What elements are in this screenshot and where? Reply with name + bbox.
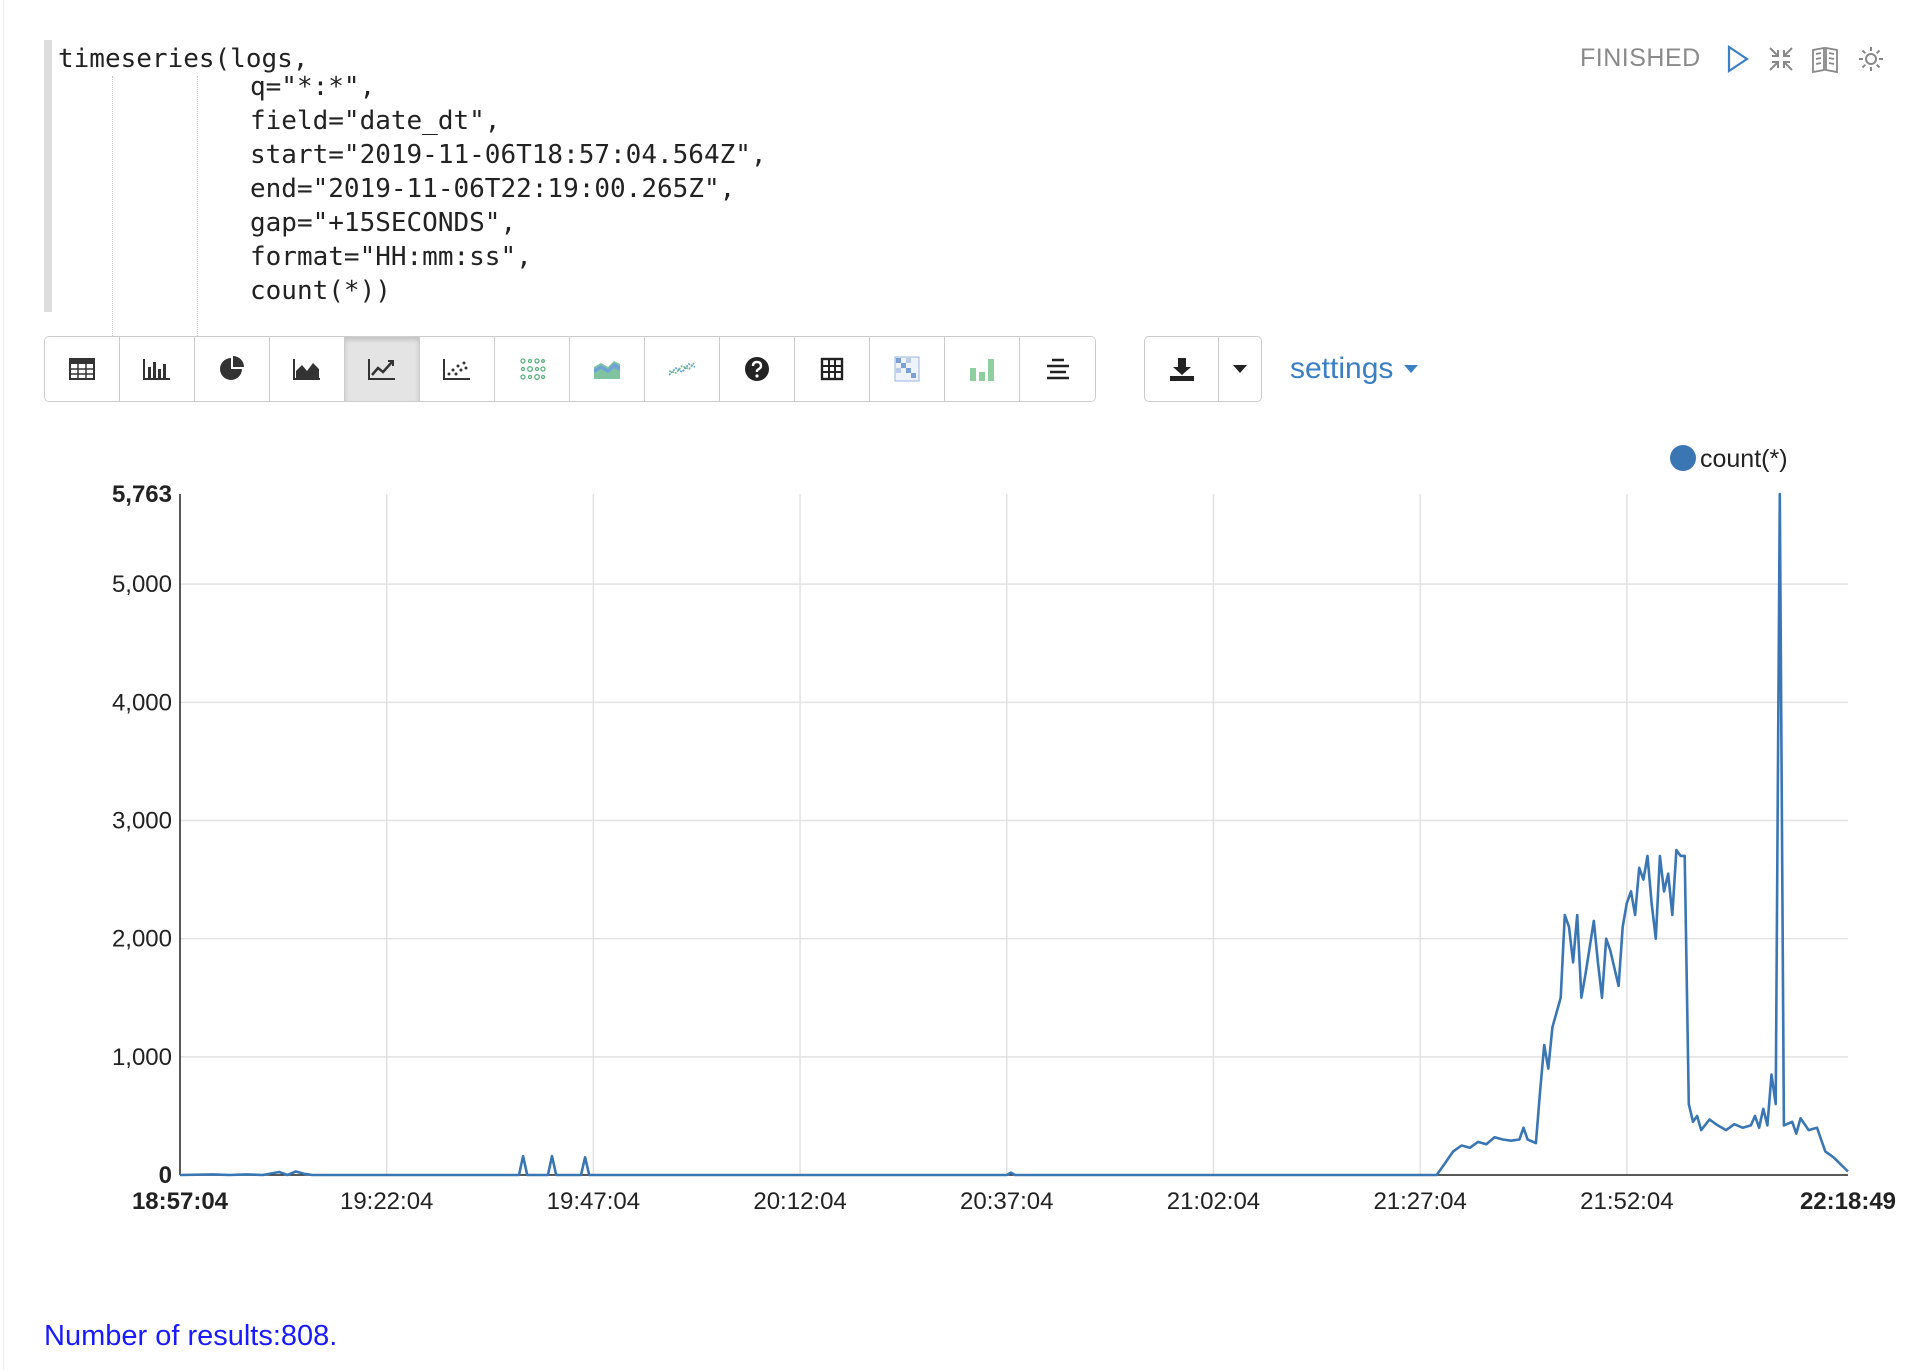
- grid-button[interactable]: [795, 337, 870, 401]
- x-tick-label: 22:18:49: [1800, 1188, 1896, 1215]
- bubble-chart-button[interactable]: [495, 337, 570, 401]
- x-tick-label: 21:27:04: [1373, 1188, 1466, 1215]
- area-chart-icon: [293, 359, 320, 380]
- multi-line-button[interactable]: [645, 337, 720, 401]
- align-button[interactable]: [1020, 337, 1095, 401]
- scatter-icon: [443, 359, 470, 380]
- download-button-group: [1144, 336, 1262, 402]
- y-tick-label: 5,763: [112, 481, 172, 508]
- grid-icon: [820, 357, 844, 381]
- bar-chart-icon: [143, 359, 170, 380]
- results-summary: Number of results:808.: [44, 1320, 337, 1353]
- run-icon[interactable]: [1722, 44, 1752, 74]
- code-line: q="*:*",: [250, 72, 376, 102]
- code-line: timeseries(logs,: [58, 44, 309, 74]
- results-count: 808.: [280, 1320, 338, 1352]
- code-line: start="2019-11-06T18:57:04.564Z",: [250, 140, 767, 170]
- scatter-chart-button[interactable]: [420, 337, 495, 401]
- histogram-button[interactable]: [945, 337, 1020, 401]
- download-dropdown-button[interactable]: [1219, 337, 1261, 401]
- gear-icon[interactable]: [1856, 44, 1886, 74]
- align-icon: [1046, 358, 1069, 380]
- heatmap-button[interactable]: [870, 337, 945, 401]
- y-tick-label: 5,000: [112, 571, 172, 598]
- table-icon: [69, 358, 95, 380]
- settings-dropdown[interactable]: settings: [1290, 352, 1419, 386]
- results-label: Number of results:: [44, 1320, 281, 1352]
- series-line-count: [179, 492, 1849, 1177]
- y-tick-label: 4,000: [112, 689, 172, 716]
- code-line: count(*)): [250, 276, 391, 306]
- code-line: field="date_dt",: [250, 106, 501, 136]
- settings-label: settings: [1290, 352, 1394, 385]
- y-tick-label: 2,000: [112, 926, 172, 953]
- chevron-down-icon: [1233, 365, 1247, 373]
- download-button[interactable]: [1145, 337, 1219, 401]
- area-chart-button[interactable]: [270, 337, 345, 401]
- status-label: FINISHED: [1580, 44, 1701, 72]
- code-line: format="HH:mm:ss",: [250, 242, 532, 272]
- histogram-icon: [970, 359, 994, 381]
- bar-chart-button[interactable]: [120, 337, 195, 401]
- help-button[interactable]: [720, 337, 795, 401]
- legend-marker: [1670, 445, 1696, 471]
- legend-label: count(*): [1700, 445, 1788, 473]
- caret-down-icon: [1404, 365, 1419, 373]
- visualization-toolbar: [44, 336, 1096, 402]
- indent-guide: [197, 76, 198, 348]
- y-tick-label: 1,000: [112, 1044, 172, 1071]
- x-tick-label: 19:22:04: [340, 1188, 433, 1215]
- line-chart-icon: [368, 359, 395, 380]
- x-tick-label: 20:12:04: [753, 1188, 846, 1215]
- x-tick-label: 21:02:04: [1167, 1188, 1260, 1215]
- pie-chart-icon: [220, 356, 244, 380]
- multi-line-icon: [668, 361, 696, 376]
- chart-container: 18:57:04 19:22:04 19:47:04 20:12:04 20:37:04…: [44, 430, 1908, 1230]
- x-tick-label: 19:47:04: [547, 1188, 640, 1215]
- paragraph-border: [3, 0, 4, 1370]
- indent-guide: [112, 76, 113, 348]
- stacked-area-icon: [594, 361, 620, 379]
- stacked-area-button[interactable]: [570, 337, 645, 401]
- bubble-icon: [520, 358, 546, 380]
- x-tick-label: 18:57:04: [132, 1188, 229, 1215]
- y-tick-label: 3,000: [112, 807, 172, 834]
- help-icon: [745, 357, 769, 381]
- collapse-icon[interactable]: [1766, 44, 1796, 74]
- book-icon[interactable]: [1810, 44, 1840, 74]
- code-editor[interactable]: timeseries(logs, q="*:*", field="date_dt…: [44, 40, 1532, 348]
- code-line: end="2019-11-06T22:19:00.265Z",: [250, 174, 736, 204]
- line-chart-button[interactable]: [345, 337, 420, 401]
- heatmap-icon: [894, 356, 920, 382]
- table-view-button[interactable]: [45, 337, 120, 401]
- y-tick-label: 0: [159, 1162, 172, 1189]
- line-chart: 18:57:04 19:22:04 19:47:04 20:12:04 20:37:04…: [112, 445, 1896, 1215]
- pie-chart-button[interactable]: [195, 337, 270, 401]
- x-tick-label: 20:37:04: [960, 1188, 1053, 1215]
- code-line: gap="+15SECONDS",: [250, 208, 517, 238]
- x-tick-label: 21:52:04: [1580, 1188, 1673, 1215]
- download-icon: [1169, 358, 1194, 381]
